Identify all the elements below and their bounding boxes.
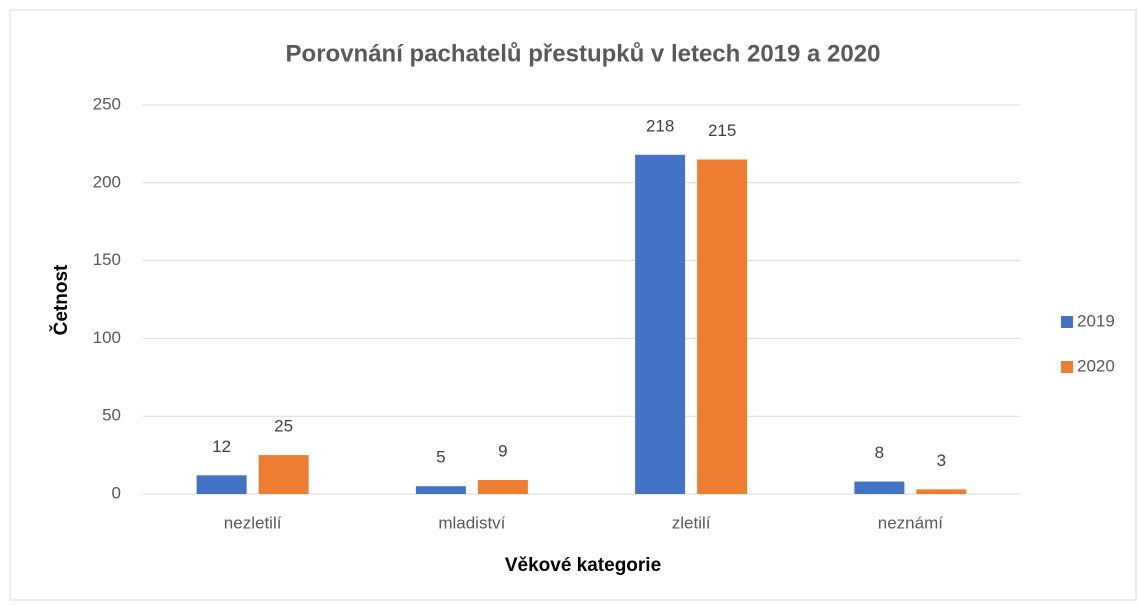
x-tick-label: neznámí (878, 513, 943, 532)
bar (196, 475, 247, 494)
bar (916, 489, 967, 494)
data-label: 3 (937, 451, 946, 470)
data-label: 12 (212, 437, 231, 456)
x-tick-label: mladiství (438, 513, 505, 532)
y-axis-title: Četnost (50, 264, 72, 335)
bar (477, 479, 528, 494)
bar (258, 455, 309, 494)
chart-title: Porovnání pachatelů přestupků v letech 2… (286, 40, 881, 67)
legend-label: 2020 (1077, 356, 1115, 375)
data-label: 5 (436, 448, 445, 467)
y-tick-label: 150 (93, 250, 121, 269)
y-tick-label: 0 (112, 483, 121, 502)
legend-swatch (1061, 316, 1073, 328)
data-label: 9 (498, 441, 507, 460)
data-label: 8 (875, 443, 884, 462)
data-label: 215 (708, 121, 736, 140)
y-tick-label: 250 (93, 94, 121, 113)
bar (635, 154, 686, 495)
bar (415, 486, 466, 494)
bar (854, 481, 905, 494)
chart-frame (9, 9, 1137, 601)
y-tick-label: 100 (93, 328, 121, 347)
legend-swatch (1061, 361, 1073, 373)
x-tick-label: zletilí (672, 513, 711, 532)
bar (697, 159, 748, 494)
data-label: 218 (646, 116, 674, 135)
y-tick-label: 200 (93, 172, 121, 191)
data-label: 25 (274, 417, 293, 436)
legend-label: 2019 (1077, 311, 1115, 330)
y-tick-label: 50 (102, 406, 121, 425)
x-axis-title: Věkové kategorie (505, 555, 661, 576)
x-tick-label: nezletilí (224, 513, 282, 532)
